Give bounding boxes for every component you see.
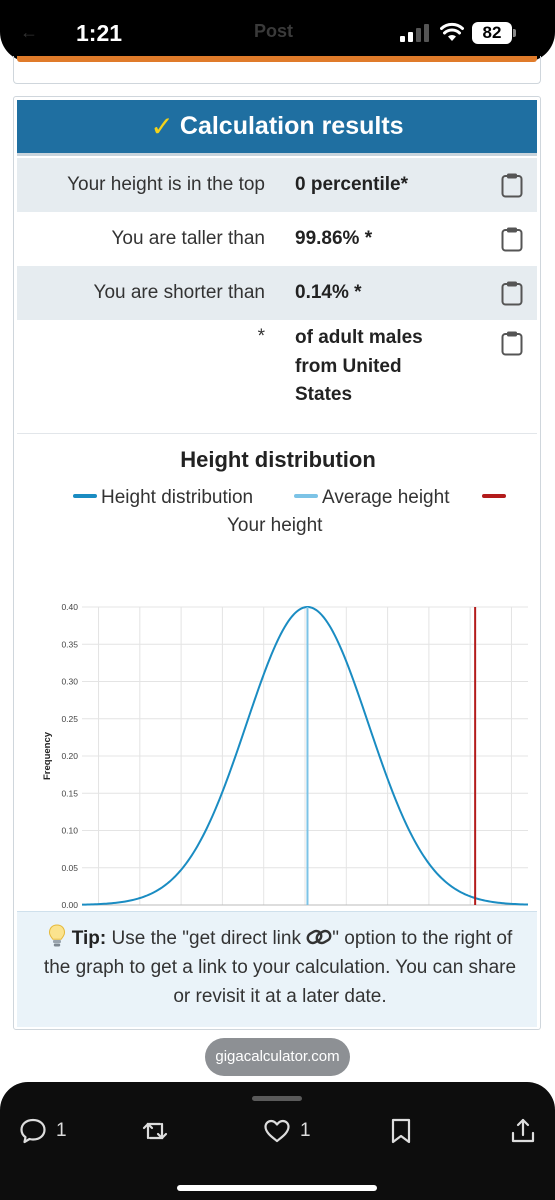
result-label: Your height is in the top [67, 174, 265, 195]
height-distribution-chart: 0.000.050.100.150.200.250.300.350.401501… [42, 602, 529, 910]
results-title: Calculation results [179, 112, 404, 140]
web-content: ✓ Calculation results Your height is in … [0, 56, 555, 1082]
tip-text-end: " option to the right of the graph to ge… [43, 928, 517, 1007]
y-axis-title: Frequency [42, 731, 53, 780]
result-row-percentile: Your height is in the top 0 percentile* [17, 158, 537, 212]
lightbulb-icon [48, 924, 65, 947]
result-value: 0 percentile* [295, 174, 408, 195]
results-header: ✓ Calculation results [17, 100, 537, 156]
result-label: You are taller than [111, 228, 265, 249]
result-label: You are shorter than [93, 282, 265, 303]
reply-button[interactable]: 1 [18, 1116, 67, 1146]
y-tick-label: 0.10 [61, 826, 78, 836]
y-tick-label: 0.30 [61, 677, 78, 687]
signal-icon [400, 24, 429, 42]
repost-icon [142, 1122, 168, 1140]
battery-tip [513, 29, 516, 37]
y-tick-label: 0.20 [61, 751, 78, 761]
tip-box: Tip: Use the "get direct link " option t… [17, 911, 537, 1027]
legend-swatch [294, 493, 318, 498]
legend-label: Your height [227, 515, 323, 536]
distribution-curve [81, 606, 529, 906]
result-value: 0.14% * [295, 282, 362, 303]
status-time: 1:21 [76, 20, 123, 46]
legend-swatch [73, 493, 97, 498]
result-row-population: * of adult males from United States [17, 320, 537, 434]
legend-item-distribution[interactable]: Height distribution [73, 487, 253, 509]
calculation-results-panel: ✓ Calculation results Your height is in … [13, 96, 541, 1030]
legend-label: Height distribution [101, 487, 254, 508]
y-tick-label: 0.35 [61, 639, 78, 649]
y-tick-label: 0.25 [61, 714, 78, 724]
y-tick-label: 0.40 [61, 602, 78, 612]
repost-button[interactable] [140, 1116, 170, 1146]
bookmark-icon [391, 1118, 411, 1144]
copy-clipboard-icon[interactable] [501, 330, 523, 356]
url-toast[interactable]: gigacalculator.com [205, 1038, 350, 1076]
y-tick-label: 0.05 [61, 863, 78, 873]
reply-count: 1 [56, 1120, 67, 1141]
home-indicator[interactable] [177, 1185, 377, 1191]
result-label: * [257, 326, 265, 347]
battery-indicator: 82 [472, 22, 512, 44]
link-icon[interactable] [306, 928, 332, 946]
legend-label: Average height [322, 487, 450, 508]
wifi-icon [440, 22, 464, 41]
share-icon [511, 1118, 535, 1143]
drag-handle[interactable] [252, 1096, 302, 1101]
tip-label: Tip: [71, 928, 107, 949]
like-count: 1 [300, 1120, 311, 1141]
copy-clipboard-icon[interactable] [501, 280, 523, 306]
back-arrow-icon[interactable]: ← [20, 22, 38, 42]
reply-bubble-icon [20, 1118, 46, 1144]
legend-item-your-height[interactable]: Your height [227, 515, 322, 537]
bottom-action-bar: 1 1 [0, 1082, 555, 1200]
legend-swatch [482, 493, 506, 498]
legend-item-your-height-swatch[interactable] [482, 487, 510, 509]
like-button[interactable]: 1 [262, 1116, 311, 1146]
result-row-taller: You are taller than 99.86% * [17, 212, 537, 266]
bookmark-button[interactable] [386, 1116, 416, 1146]
result-row-shorter: You are shorter than 0.14% * [17, 266, 537, 320]
previous-card-edge [13, 56, 541, 84]
faded-page-title: Post [254, 21, 294, 41]
chart-title: Height distribution [180, 447, 376, 472]
result-value: 99.86% * [295, 228, 373, 249]
y-tick-label: 0.15 [61, 788, 78, 798]
copy-clipboard-icon[interactable] [501, 226, 523, 252]
share-button[interactable] [508, 1116, 538, 1146]
y-tick-label: 0.00 [61, 900, 78, 910]
result-value: of adult males from United States [295, 327, 423, 405]
heart-icon [264, 1119, 290, 1143]
legend-item-average[interactable]: Average height [294, 487, 449, 509]
copy-clipboard-icon[interactable] [501, 172, 523, 198]
status-bar: ← 1:21 Post 82 [0, 0, 555, 62]
tip-text-start: Use the "get direct link [106, 928, 307, 949]
checkmark-icon: ✓ [150, 111, 174, 142]
tip-text: Tip: Use the "get direct link " option t… [39, 924, 521, 1011]
